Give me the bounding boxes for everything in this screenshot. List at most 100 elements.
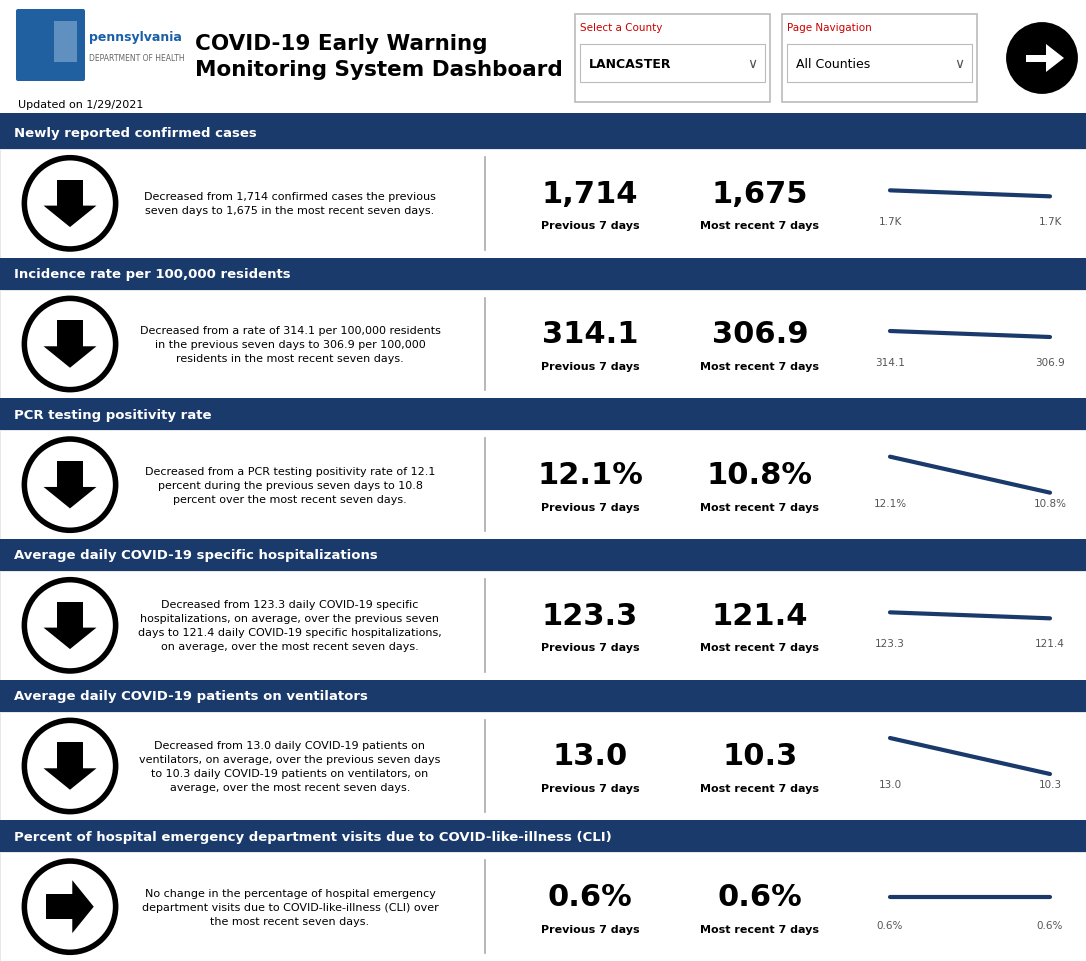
Text: 13.0: 13.0 xyxy=(553,742,628,771)
FancyBboxPatch shape xyxy=(0,431,1086,539)
FancyBboxPatch shape xyxy=(0,852,1086,961)
Text: 123.3: 123.3 xyxy=(875,639,905,649)
Text: Decreased from 123.3 daily COVID-19 specific
hospitalizations, on average, over : Decreased from 123.3 daily COVID-19 spec… xyxy=(138,600,442,652)
Text: 0.6%: 0.6% xyxy=(876,920,904,929)
Circle shape xyxy=(24,299,115,390)
Text: 0.6%: 0.6% xyxy=(547,882,632,911)
Polygon shape xyxy=(1046,45,1064,73)
Circle shape xyxy=(24,159,115,250)
FancyBboxPatch shape xyxy=(787,45,972,83)
Text: 314.1: 314.1 xyxy=(542,320,639,349)
Text: 10.8%: 10.8% xyxy=(707,460,813,490)
Text: Previous 7 days: Previous 7 days xyxy=(541,643,640,653)
Text: COVID-19 Early Warning: COVID-19 Early Warning xyxy=(195,34,488,54)
Polygon shape xyxy=(43,207,97,228)
Text: Most recent 7 days: Most recent 7 days xyxy=(700,361,820,372)
Text: 314.1: 314.1 xyxy=(875,357,905,368)
FancyBboxPatch shape xyxy=(782,15,977,103)
Polygon shape xyxy=(43,628,97,650)
Text: Updated on 1/29/2021: Updated on 1/29/2021 xyxy=(18,100,143,110)
Text: ∨: ∨ xyxy=(747,57,757,71)
FancyBboxPatch shape xyxy=(0,680,1086,712)
Circle shape xyxy=(24,580,115,672)
Text: ∨: ∨ xyxy=(954,57,964,71)
FancyBboxPatch shape xyxy=(0,821,1086,852)
FancyBboxPatch shape xyxy=(0,572,1086,680)
Text: Percent of hospital emergency department visits due to COVID-like-illness (CLI): Percent of hospital emergency department… xyxy=(14,830,611,843)
FancyBboxPatch shape xyxy=(58,461,83,490)
Text: Select a County: Select a County xyxy=(580,23,662,33)
Text: Most recent 7 days: Most recent 7 days xyxy=(700,503,820,512)
FancyBboxPatch shape xyxy=(580,45,765,83)
Text: Previous 7 days: Previous 7 days xyxy=(541,783,640,793)
Text: 1.7K: 1.7K xyxy=(879,217,901,227)
Text: 123.3: 123.3 xyxy=(542,602,639,630)
FancyBboxPatch shape xyxy=(58,321,83,349)
Polygon shape xyxy=(43,769,97,790)
Text: Most recent 7 days: Most recent 7 days xyxy=(700,783,820,793)
Text: Average daily COVID-19 patients on ventilators: Average daily COVID-19 patients on venti… xyxy=(14,689,368,702)
Text: DEPARTMENT OF HEALTH: DEPARTMENT OF HEALTH xyxy=(89,54,185,62)
Text: Previous 7 days: Previous 7 days xyxy=(541,924,640,934)
Text: Page Navigation: Page Navigation xyxy=(787,23,872,33)
Text: 0.6%: 0.6% xyxy=(718,882,803,911)
FancyBboxPatch shape xyxy=(0,150,1086,259)
FancyBboxPatch shape xyxy=(47,894,75,920)
Text: Decreased from 1,714 confirmed cases the previous
seven days to 1,675 in the mos: Decreased from 1,714 confirmed cases the… xyxy=(144,192,435,216)
FancyBboxPatch shape xyxy=(0,0,1086,118)
FancyBboxPatch shape xyxy=(574,15,770,103)
Text: Monitoring System Dashboard: Monitoring System Dashboard xyxy=(195,60,563,80)
Text: LANCASTER: LANCASTER xyxy=(589,58,671,70)
Text: Most recent 7 days: Most recent 7 days xyxy=(700,924,820,934)
Text: No change in the percentage of hospital emergency
department visits due to COVID: No change in the percentage of hospital … xyxy=(141,888,439,925)
FancyBboxPatch shape xyxy=(0,114,1086,120)
Text: 10.3: 10.3 xyxy=(1038,779,1061,789)
Circle shape xyxy=(24,721,115,812)
FancyBboxPatch shape xyxy=(16,10,85,82)
Text: Previous 7 days: Previous 7 days xyxy=(541,361,640,372)
Text: Previous 7 days: Previous 7 days xyxy=(541,221,640,231)
Text: All Counties: All Counties xyxy=(796,58,870,70)
Text: 1.7K: 1.7K xyxy=(1038,217,1062,227)
Text: 13.0: 13.0 xyxy=(879,779,901,789)
FancyBboxPatch shape xyxy=(0,259,1086,290)
Text: 10.8%: 10.8% xyxy=(1034,498,1066,508)
Text: 12.1%: 12.1% xyxy=(538,460,643,490)
FancyBboxPatch shape xyxy=(0,712,1086,821)
Circle shape xyxy=(1003,21,1079,97)
FancyBboxPatch shape xyxy=(58,743,83,771)
FancyBboxPatch shape xyxy=(53,22,76,62)
Text: Decreased from a rate of 314.1 per 100,000 residents
in the previous seven days : Decreased from a rate of 314.1 per 100,0… xyxy=(140,326,441,363)
Polygon shape xyxy=(43,347,97,368)
Text: PCR testing positivity rate: PCR testing positivity rate xyxy=(14,408,212,421)
Text: Previous 7 days: Previous 7 days xyxy=(541,503,640,512)
Text: 121.4: 121.4 xyxy=(711,602,808,630)
FancyBboxPatch shape xyxy=(1026,56,1048,62)
Polygon shape xyxy=(43,487,97,509)
FancyBboxPatch shape xyxy=(0,539,1086,572)
Text: 12.1%: 12.1% xyxy=(873,498,907,508)
Text: 0.6%: 0.6% xyxy=(1037,920,1063,929)
Text: 10.3: 10.3 xyxy=(722,742,797,771)
Text: 1,714: 1,714 xyxy=(542,180,639,209)
Text: Most recent 7 days: Most recent 7 days xyxy=(700,221,820,231)
Text: Average daily COVID-19 specific hospitalizations: Average daily COVID-19 specific hospital… xyxy=(14,549,378,562)
Circle shape xyxy=(24,439,115,530)
Text: Decreased from a PCR testing positivity rate of 12.1
percent during the previous: Decreased from a PCR testing positivity … xyxy=(144,466,435,505)
Circle shape xyxy=(24,861,115,952)
Text: 306.9: 306.9 xyxy=(1035,357,1065,368)
Text: Decreased from 13.0 daily COVID-19 patients on
ventilators, on average, over the: Decreased from 13.0 daily COVID-19 patie… xyxy=(139,740,441,792)
Text: pennsylvania: pennsylvania xyxy=(89,32,181,44)
FancyBboxPatch shape xyxy=(0,399,1086,431)
Text: 306.9: 306.9 xyxy=(711,320,808,349)
FancyBboxPatch shape xyxy=(0,290,1086,399)
Text: Newly reported confirmed cases: Newly reported confirmed cases xyxy=(14,128,256,140)
Text: Most recent 7 days: Most recent 7 days xyxy=(700,643,820,653)
Polygon shape xyxy=(73,880,93,933)
FancyBboxPatch shape xyxy=(58,181,83,209)
Text: 121.4: 121.4 xyxy=(1035,639,1065,649)
Text: 1,675: 1,675 xyxy=(711,180,808,209)
FancyBboxPatch shape xyxy=(58,602,83,630)
Text: Incidence rate per 100,000 residents: Incidence rate per 100,000 residents xyxy=(14,268,291,281)
FancyBboxPatch shape xyxy=(0,118,1086,150)
